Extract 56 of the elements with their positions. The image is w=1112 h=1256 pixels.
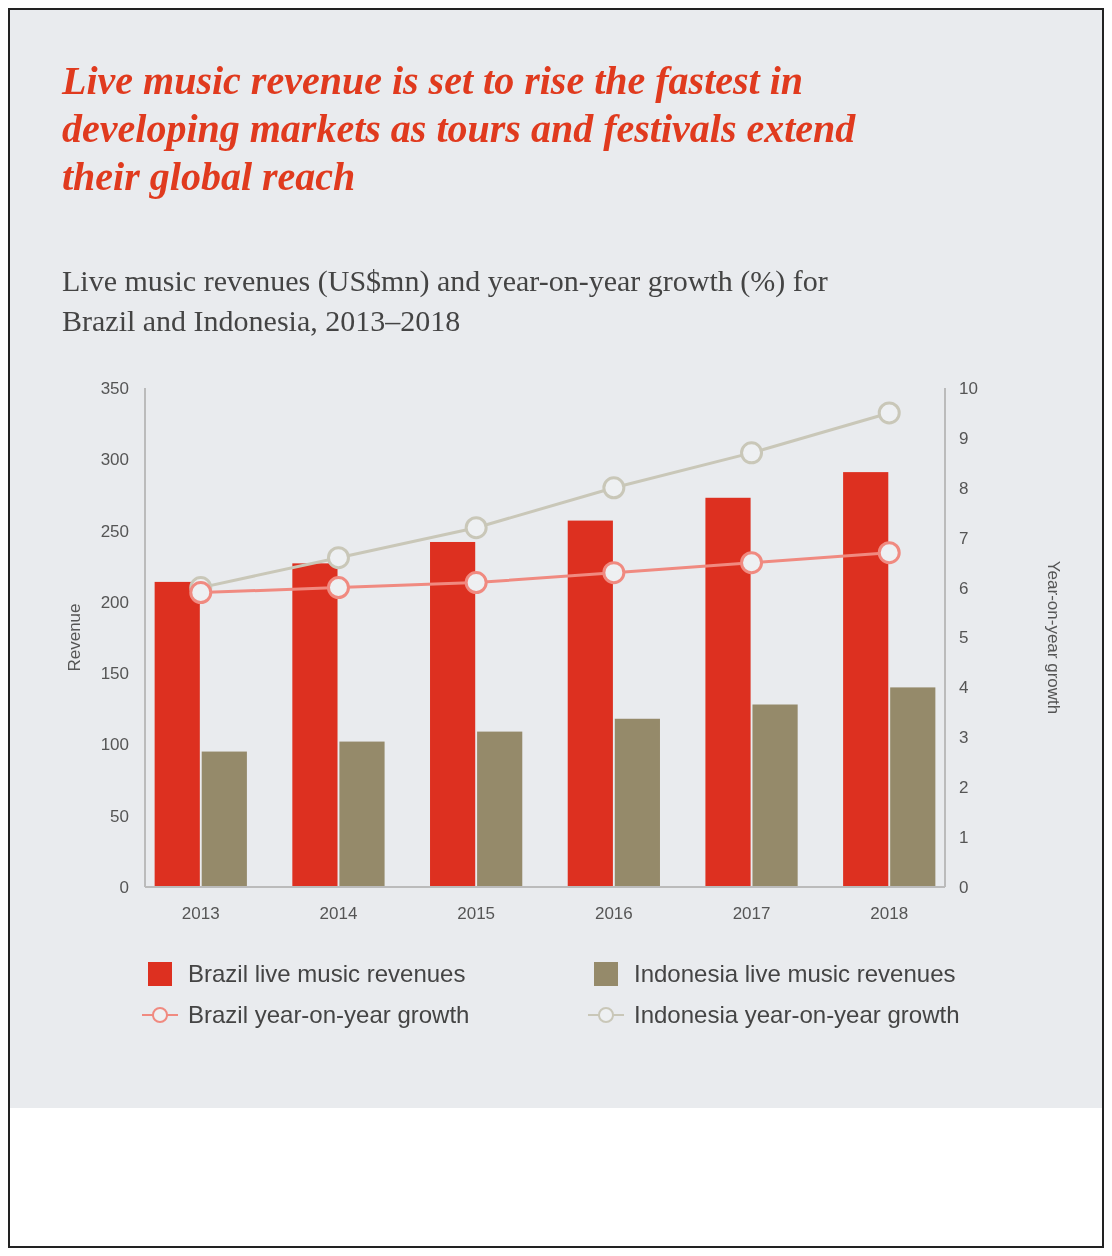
y-tick-label: 50 [110, 806, 129, 826]
x-tick-label: 2018 [870, 904, 909, 923]
legend-label: Indonesia live music revenues [634, 960, 956, 988]
bar [477, 731, 523, 887]
x-tick-label: 2017 [732, 904, 771, 923]
y-tick-label: 300 [100, 450, 129, 470]
y2-tick-label: 10 [959, 378, 978, 398]
point [464, 516, 488, 540]
bar [154, 581, 200, 887]
point [877, 541, 901, 565]
y-tick-label: 250 [100, 521, 129, 541]
bar [890, 687, 936, 887]
y2-axis-title: Year-on-year growth [1044, 560, 1063, 715]
bar [567, 520, 613, 887]
point [602, 561, 626, 585]
bar [614, 718, 660, 887]
y2-tick-label: 0 [959, 877, 969, 897]
bar [430, 541, 476, 887]
y2-tick-label: 3 [959, 728, 969, 748]
bar [201, 751, 247, 887]
bar [292, 563, 338, 887]
point [189, 581, 213, 605]
y-tick-label: 200 [100, 592, 129, 612]
y2-tick-label: 7 [959, 528, 969, 548]
point [740, 441, 764, 465]
y2-tick-label: 6 [959, 578, 969, 598]
point [326, 576, 350, 600]
x-tick-label: 2014 [319, 904, 358, 923]
y-axis-title: Revenue [65, 603, 84, 672]
point [877, 401, 901, 425]
legend-label: Brazil live music revenues [188, 960, 466, 988]
bar [705, 497, 751, 887]
bar [752, 704, 798, 887]
x-tick-label: 2013 [181, 904, 220, 923]
y2-tick-label: 8 [959, 478, 969, 498]
point [326, 546, 350, 570]
x-tick-label: 2015 [457, 904, 496, 923]
y-tick-label: 100 [100, 735, 129, 755]
y2-tick-label: 2 [959, 778, 969, 798]
y2-tick-label: 9 [959, 428, 969, 448]
legend-label: Brazil year-on-year growth [188, 1001, 470, 1029]
chart-title: Live music revenue is set to rise the fastest in developing markets as tours and festivals extend their global reach [61, 58, 857, 199]
y-tick-label: 150 [100, 664, 129, 684]
point [740, 551, 764, 575]
point [602, 476, 626, 500]
legend-label: Indonesia year-on-year growth [634, 1001, 960, 1029]
y-tick-label: 0 [119, 877, 129, 897]
bar [339, 741, 385, 887]
bar [843, 472, 889, 887]
chart-subtitle: Live music revenues (US$mn) and year-on-year growth (%) for Brazil and Indonesia, 2013–2018 [62, 264, 828, 337]
y2-tick-label: 1 [959, 828, 969, 848]
y-tick-label: 350 [100, 378, 129, 398]
x-tick-label: 2016 [594, 904, 633, 923]
point [464, 571, 488, 595]
y2-tick-label: 5 [959, 628, 969, 648]
y2-tick-label: 4 [959, 678, 969, 698]
